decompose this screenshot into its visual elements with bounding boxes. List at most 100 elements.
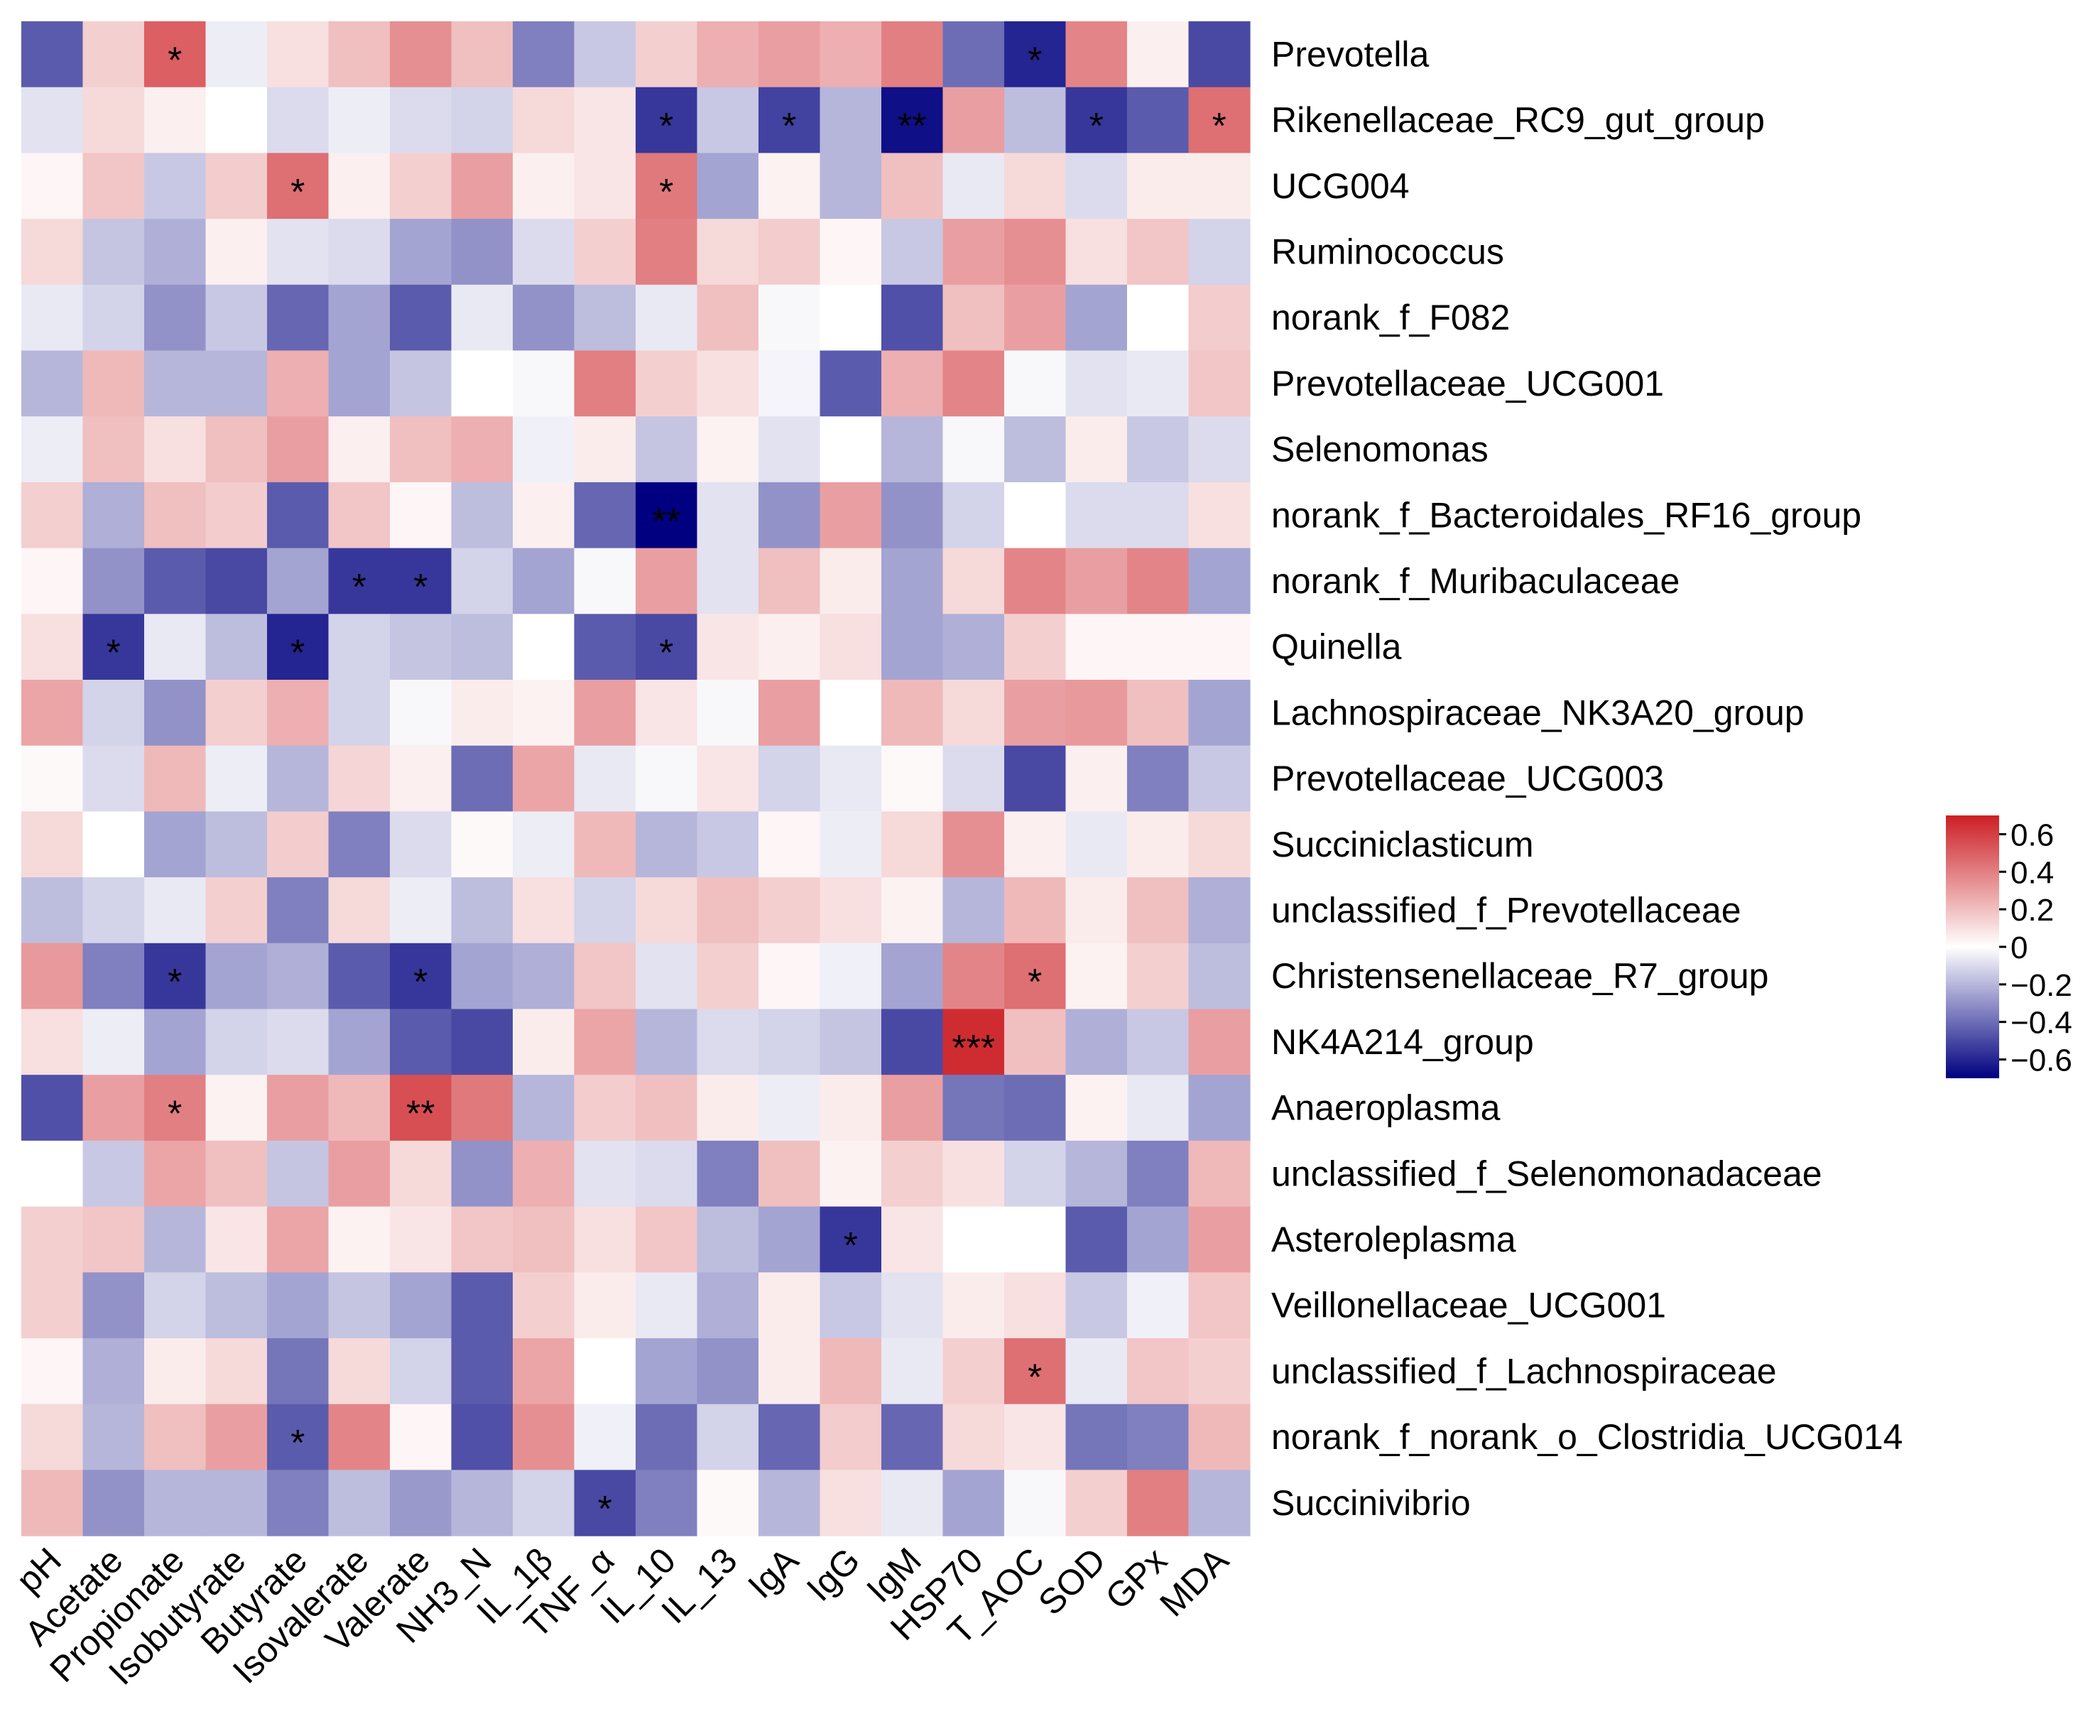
- heatmap-cell: [144, 1140, 207, 1208]
- heatmap-cell: [1004, 284, 1067, 352]
- heatmap-cell: [1004, 87, 1067, 153]
- heatmap-cell: [758, 1338, 821, 1405]
- heatmap-cell: [758, 745, 821, 812]
- heatmap-cell: [881, 482, 944, 549]
- heatmap-cell: [636, 153, 698, 219]
- heatmap-cell: [1188, 745, 1251, 812]
- heatmap-cell: [82, 1140, 145, 1208]
- heatmap-cell: [697, 219, 759, 286]
- heatmap-cell: [636, 1470, 698, 1536]
- heatmap-cell: [390, 1075, 452, 1141]
- heatmap-cell: [820, 1272, 882, 1339]
- heatmap-cell: [758, 1470, 821, 1536]
- heatmap-cell: [267, 877, 330, 944]
- heatmap-cell: [1004, 614, 1067, 680]
- heatmap-cell: [390, 877, 452, 944]
- heatmap-cell: [1188, 1272, 1251, 1339]
- heatmap-cell: [267, 680, 330, 747]
- heatmap-cell: [1188, 1075, 1251, 1141]
- heatmap-cell: [1127, 284, 1190, 352]
- heatmap-cell: [267, 1404, 330, 1470]
- heatmap-cell: [1127, 350, 1190, 417]
- heatmap-cell: [697, 21, 759, 88]
- heatmap-cell: [82, 482, 145, 549]
- heatmap-cell: [574, 811, 636, 878]
- heatmap-cell: [21, 284, 84, 352]
- heatmap-cell: [697, 745, 759, 812]
- heatmap-cell: [1004, 1338, 1067, 1405]
- row-label: Lachnospiraceae_NK3A20_group: [1271, 693, 1805, 732]
- heatmap-cell: [21, 350, 84, 417]
- heatmap-cell: [1065, 1404, 1128, 1470]
- significance-marker: *: [1089, 106, 1104, 147]
- heatmap-cell: [1188, 943, 1251, 1010]
- heatmap-cell: [21, 1272, 84, 1339]
- heatmap-cell: [205, 482, 268, 549]
- significance-markers: * ** * ** * ** **** ** * ** * ***** ******: [107, 40, 1226, 1529]
- heatmap-cell: [328, 219, 391, 286]
- heatmap-cell: [328, 1140, 391, 1208]
- legend-tick-label: −0.4: [2011, 1006, 2072, 1041]
- heatmap-cell: [144, 1470, 207, 1536]
- heatmap-cell: [21, 548, 84, 614]
- heatmap-cell: [144, 1009, 207, 1075]
- heatmap-cell: [1127, 1272, 1190, 1339]
- heatmap-cell: [1188, 614, 1251, 680]
- heatmap-cell: [82, 1404, 145, 1470]
- significance-marker: **: [652, 501, 680, 542]
- heatmap-cell: [1065, 1338, 1128, 1405]
- heatmap-cell: [21, 87, 84, 153]
- heatmap-cell: [144, 482, 207, 549]
- heatmap-cell: [144, 350, 207, 417]
- heatmap-cell: [636, 680, 698, 747]
- row-label: Ruminococcus: [1271, 232, 1504, 271]
- heatmap-cell: [451, 1140, 513, 1208]
- heatmap-cell: [205, 1140, 268, 1208]
- heatmap-cell: [513, 350, 575, 417]
- heatmap-cell: [1004, 153, 1067, 219]
- heatmap-cell: [451, 482, 513, 549]
- heatmap-cell: [697, 87, 759, 153]
- heatmap-cell: [1065, 416, 1128, 483]
- row-label: Selenomonas: [1271, 430, 1489, 470]
- heatmap-cell: [1127, 1009, 1190, 1075]
- heatmap-cell: [697, 877, 759, 944]
- heatmap-cell: [513, 1009, 575, 1075]
- heatmap-cell: [820, 350, 882, 417]
- heatmap-cell: [205, 284, 268, 352]
- heatmap-cell: [205, 416, 268, 483]
- heatmap-cell: [513, 943, 575, 1010]
- heatmap-cell: [1004, 1272, 1067, 1339]
- heatmap-cell: [390, 1206, 452, 1273]
- heatmap-cell: [636, 811, 698, 878]
- significance-marker: *: [659, 633, 673, 674]
- heatmap-cell: [328, 1404, 391, 1470]
- heatmap-cell: [267, 21, 330, 88]
- heatmap-cell: [1065, 745, 1128, 812]
- heatmap-cell: [1188, 811, 1251, 878]
- heatmap-cell: [820, 548, 882, 614]
- heatmap-cell: [942, 614, 1005, 680]
- heatmap-cell: [636, 1404, 698, 1470]
- heatmap-cell: [451, 1338, 513, 1405]
- heatmap-cell: [942, 87, 1005, 153]
- heatmap-cell: [21, 1206, 84, 1273]
- heatmap-cell: [1188, 21, 1251, 88]
- heatmap-cell: [1065, 219, 1128, 286]
- heatmap-cell: [205, 350, 268, 417]
- heatmap-cell: [328, 416, 391, 483]
- heatmap-cell: [636, 1140, 698, 1208]
- heatmap-cell: [267, 87, 330, 153]
- heatmap-cell: [1188, 1140, 1251, 1208]
- heatmap-cell: [144, 1206, 207, 1273]
- heatmap-cell: [820, 1206, 882, 1273]
- heatmap-cell: [390, 614, 452, 680]
- heatmap-cell: [1004, 1075, 1067, 1141]
- heatmap-cell: [881, 21, 944, 88]
- heatmap-cell: [267, 1272, 330, 1339]
- heatmap-cell: [513, 614, 575, 680]
- heatmap-cell: [82, 1075, 145, 1141]
- heatmap-cell: [820, 1470, 882, 1536]
- heatmap-cell: [1004, 680, 1067, 747]
- heatmap-cell: [636, 284, 698, 352]
